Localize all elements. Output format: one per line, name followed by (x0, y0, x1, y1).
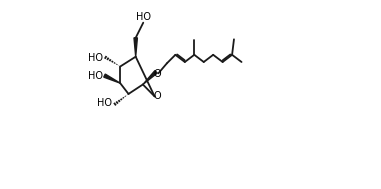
Text: O: O (153, 69, 161, 79)
Text: HO: HO (88, 53, 102, 63)
Text: HO: HO (88, 71, 102, 81)
Polygon shape (143, 70, 157, 84)
Text: HO: HO (136, 12, 151, 22)
Polygon shape (134, 38, 138, 57)
Text: O: O (153, 91, 161, 101)
Polygon shape (104, 74, 120, 83)
Text: HO: HO (97, 98, 112, 108)
